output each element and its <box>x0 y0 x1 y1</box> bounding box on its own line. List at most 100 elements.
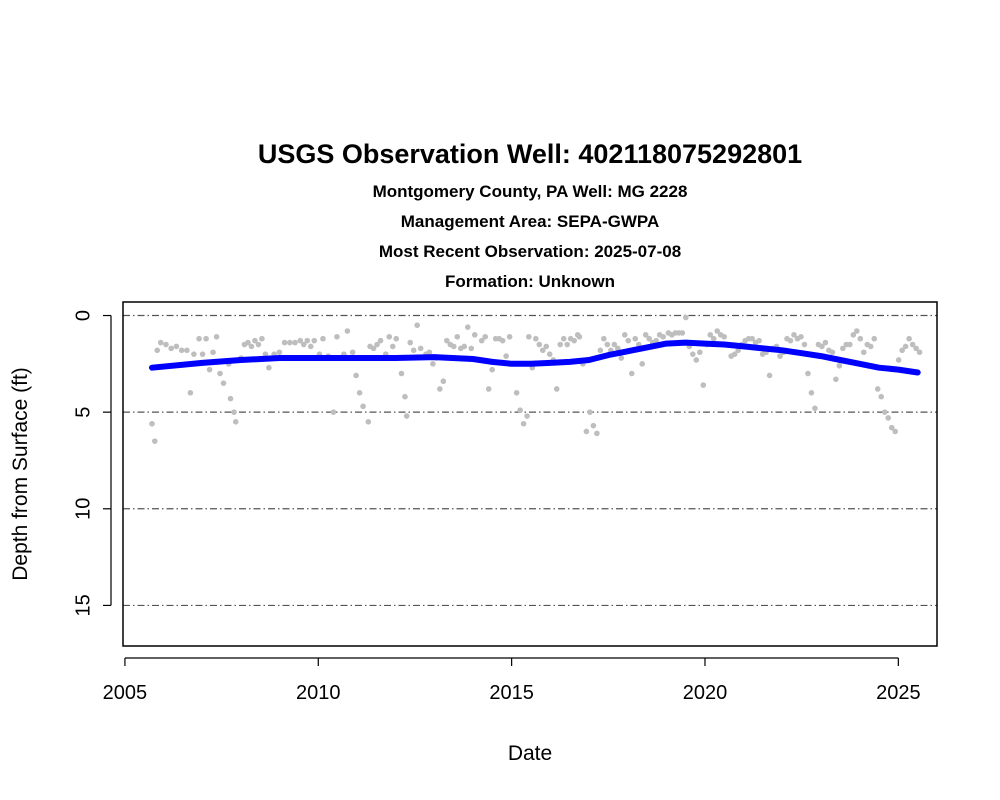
data-point <box>330 409 337 415</box>
data-point <box>611 341 618 348</box>
data-point <box>248 343 255 350</box>
data-point <box>227 395 234 402</box>
data-point <box>604 341 611 348</box>
data-point <box>553 386 560 392</box>
data-point <box>878 393 885 400</box>
data-point <box>307 343 314 350</box>
data-point <box>766 372 773 379</box>
data-point <box>360 403 366 410</box>
data-point <box>320 335 326 342</box>
data-point <box>414 322 420 328</box>
data-point <box>533 335 539 342</box>
data-point <box>262 351 269 357</box>
data-point <box>461 343 468 350</box>
data-point <box>203 335 209 342</box>
data-point <box>690 351 696 357</box>
data-point <box>370 345 377 352</box>
data-point <box>847 341 853 348</box>
data-point <box>632 335 639 342</box>
data-point <box>482 333 489 340</box>
data-point <box>454 333 461 340</box>
data-point <box>902 343 909 350</box>
data-point <box>867 343 874 350</box>
data-point <box>499 337 506 344</box>
data-point <box>259 335 265 342</box>
data-point <box>410 347 417 354</box>
data-point <box>590 422 597 429</box>
data-point <box>625 337 632 344</box>
data-point <box>721 333 728 340</box>
data-point <box>220 380 227 386</box>
data-point <box>819 343 825 350</box>
data-point <box>398 370 405 377</box>
data-point <box>707 332 714 338</box>
data-point <box>503 353 509 359</box>
y-tick-label: 0 <box>72 310 94 321</box>
data-point <box>426 349 433 356</box>
y-axis-label: Depth from Surface (ft) <box>9 367 32 581</box>
data-point <box>836 362 843 369</box>
data-point <box>184 347 190 354</box>
data-point <box>557 341 564 348</box>
data-point <box>365 419 372 425</box>
data-point <box>526 333 532 340</box>
data-point <box>471 332 478 338</box>
data-point <box>444 337 450 344</box>
x-tick-label: 2015 <box>489 682 534 704</box>
data-point <box>895 357 902 363</box>
data-point <box>576 333 583 340</box>
data-point <box>393 335 400 342</box>
data-point <box>618 355 625 361</box>
data-point <box>571 337 577 344</box>
x-tick-label: 2010 <box>296 682 341 704</box>
data-point <box>777 353 783 359</box>
data-point <box>536 341 543 348</box>
data-point <box>909 341 916 348</box>
data-point <box>801 341 808 348</box>
data-point <box>885 415 891 421</box>
data-point <box>437 386 443 392</box>
data-point <box>485 386 492 392</box>
x-tick-label: 2005 <box>103 682 148 704</box>
data-point <box>756 337 762 344</box>
data-point <box>149 420 155 427</box>
data-point <box>199 351 206 357</box>
data-point <box>353 372 359 379</box>
data-point <box>386 333 393 340</box>
data-point <box>389 343 396 350</box>
data-point <box>168 345 174 352</box>
x-tick-label: 2025 <box>876 682 921 704</box>
data-point <box>628 370 635 377</box>
data-point <box>173 343 180 350</box>
data-point <box>255 341 262 348</box>
data-point <box>791 332 797 338</box>
data-point <box>749 335 755 342</box>
data-point <box>520 420 527 427</box>
data-point <box>646 335 652 342</box>
data-point <box>833 376 839 383</box>
chart-subtitle-formation: Formation: Unknown <box>445 272 615 291</box>
data-point <box>881 409 888 415</box>
data-point <box>464 324 471 330</box>
data-point <box>377 337 384 344</box>
data-point <box>217 370 223 377</box>
data-point <box>860 349 867 356</box>
data-point <box>349 349 356 356</box>
data-point <box>710 335 717 342</box>
data-point <box>543 343 550 350</box>
data-point <box>287 339 293 346</box>
data-point <box>594 430 600 437</box>
data-point <box>231 409 237 415</box>
data-point <box>232 419 239 425</box>
data-point <box>787 337 794 344</box>
x-axis-label: Date <box>508 742 552 765</box>
data-point <box>840 345 846 352</box>
data-point <box>196 335 202 342</box>
data-point <box>874 386 881 392</box>
data-point <box>206 366 213 373</box>
data-point <box>506 333 513 340</box>
data-point <box>714 328 721 334</box>
y-tick-label: 10 <box>72 498 94 520</box>
data-point <box>157 339 164 346</box>
data-point <box>304 337 311 344</box>
